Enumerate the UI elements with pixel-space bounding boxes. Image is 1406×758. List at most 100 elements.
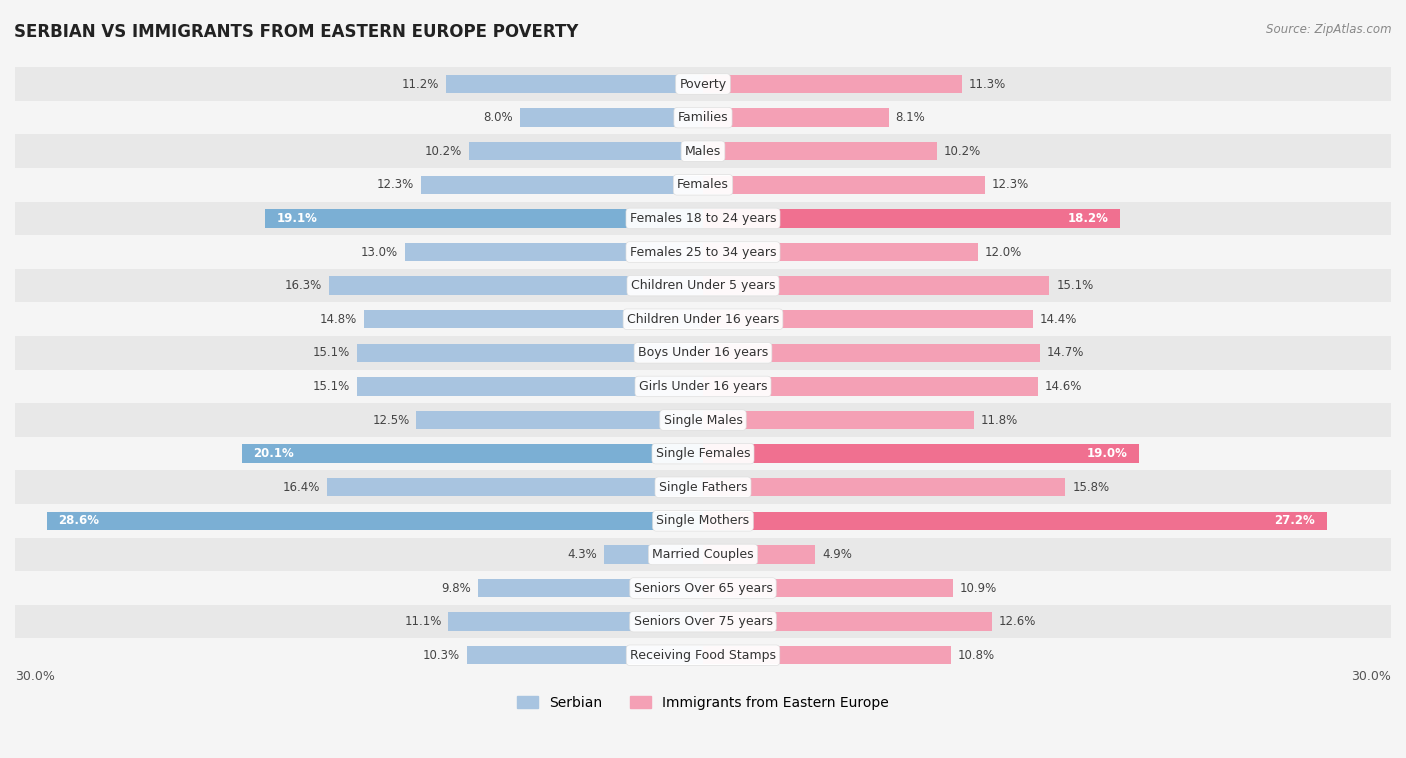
Text: 27.2%: 27.2% [1275, 515, 1316, 528]
Bar [357, 343, 703, 362]
Bar [405, 243, 703, 262]
Text: 15.1%: 15.1% [312, 380, 350, 393]
Bar [449, 612, 703, 631]
Text: 14.4%: 14.4% [1040, 313, 1077, 326]
Bar [703, 512, 1327, 530]
Bar [416, 411, 703, 429]
Bar [15, 168, 1391, 202]
Bar [15, 605, 1391, 638]
Bar [15, 403, 1391, 437]
Text: 10.9%: 10.9% [960, 581, 997, 594]
Bar [703, 377, 1038, 396]
Text: 20.1%: 20.1% [253, 447, 294, 460]
Bar [326, 478, 703, 496]
Text: Families: Families [678, 111, 728, 124]
Text: SERBIAN VS IMMIGRANTS FROM EASTERN EUROPE POVERTY: SERBIAN VS IMMIGRANTS FROM EASTERN EUROP… [14, 23, 578, 41]
Text: 10.2%: 10.2% [943, 145, 981, 158]
Text: Seniors Over 75 years: Seniors Over 75 years [634, 615, 772, 628]
Text: 12.3%: 12.3% [993, 178, 1029, 191]
Text: Females: Females [678, 178, 728, 191]
Text: 15.8%: 15.8% [1073, 481, 1109, 493]
Bar [446, 75, 703, 93]
Bar [264, 209, 703, 227]
Bar [703, 444, 1139, 463]
Bar [703, 277, 1049, 295]
Text: Females 25 to 34 years: Females 25 to 34 years [630, 246, 776, 258]
Bar [703, 411, 973, 429]
Text: 12.5%: 12.5% [373, 414, 409, 427]
Text: 11.8%: 11.8% [980, 414, 1018, 427]
Bar [15, 537, 1391, 572]
Text: Married Couples: Married Couples [652, 548, 754, 561]
Bar [703, 310, 1033, 328]
Text: 16.3%: 16.3% [285, 279, 322, 292]
Bar [15, 437, 1391, 471]
Text: Receiving Food Stamps: Receiving Food Stamps [630, 649, 776, 662]
Bar [703, 545, 815, 564]
Bar [15, 638, 1391, 672]
Text: 8.1%: 8.1% [896, 111, 925, 124]
Text: 11.1%: 11.1% [404, 615, 441, 628]
Text: 11.3%: 11.3% [969, 77, 1007, 90]
Text: Single Males: Single Males [664, 414, 742, 427]
Text: 19.0%: 19.0% [1087, 447, 1128, 460]
Bar [15, 202, 1391, 235]
Text: 4.3%: 4.3% [568, 548, 598, 561]
Text: 12.0%: 12.0% [986, 246, 1022, 258]
Text: 14.8%: 14.8% [319, 313, 357, 326]
Bar [15, 101, 1391, 134]
Bar [520, 108, 703, 127]
Text: 9.8%: 9.8% [441, 581, 471, 594]
Bar [703, 478, 1066, 496]
Bar [703, 612, 993, 631]
Bar [15, 471, 1391, 504]
Bar [48, 512, 703, 530]
Text: 28.6%: 28.6% [59, 515, 100, 528]
Bar [703, 343, 1040, 362]
Text: 13.0%: 13.0% [361, 246, 398, 258]
Bar [15, 235, 1391, 269]
Text: 12.6%: 12.6% [998, 615, 1036, 628]
Bar [703, 243, 979, 262]
Bar [329, 277, 703, 295]
Text: 15.1%: 15.1% [1056, 279, 1094, 292]
Bar [15, 269, 1391, 302]
Bar [478, 579, 703, 597]
Bar [15, 370, 1391, 403]
Text: 30.0%: 30.0% [1351, 669, 1391, 683]
Bar [15, 504, 1391, 537]
Text: 8.0%: 8.0% [484, 111, 513, 124]
Bar [15, 572, 1391, 605]
Text: 30.0%: 30.0% [15, 669, 55, 683]
Text: 15.1%: 15.1% [312, 346, 350, 359]
Text: 11.2%: 11.2% [402, 77, 439, 90]
Bar [703, 646, 950, 665]
Bar [703, 75, 962, 93]
Bar [15, 67, 1391, 101]
Bar [703, 108, 889, 127]
Bar [467, 646, 703, 665]
Text: Children Under 5 years: Children Under 5 years [631, 279, 775, 292]
Text: Children Under 16 years: Children Under 16 years [627, 313, 779, 326]
Text: Boys Under 16 years: Boys Under 16 years [638, 346, 768, 359]
Bar [605, 545, 703, 564]
Bar [703, 209, 1121, 227]
Text: Source: ZipAtlas.com: Source: ZipAtlas.com [1267, 23, 1392, 36]
Bar [15, 302, 1391, 336]
Text: Males: Males [685, 145, 721, 158]
Text: 18.2%: 18.2% [1069, 212, 1109, 225]
Text: Seniors Over 65 years: Seniors Over 65 years [634, 581, 772, 594]
Bar [15, 336, 1391, 370]
Text: 14.7%: 14.7% [1047, 346, 1084, 359]
Text: Girls Under 16 years: Girls Under 16 years [638, 380, 768, 393]
Bar [364, 310, 703, 328]
Text: 14.6%: 14.6% [1045, 380, 1083, 393]
Text: 10.2%: 10.2% [425, 145, 463, 158]
Text: 4.9%: 4.9% [823, 548, 852, 561]
Bar [242, 444, 703, 463]
Bar [15, 134, 1391, 168]
Bar [357, 377, 703, 396]
Text: Single Females: Single Females [655, 447, 751, 460]
Legend: Serbian, Immigrants from Eastern Europe: Serbian, Immigrants from Eastern Europe [512, 690, 894, 715]
Bar [703, 176, 986, 194]
